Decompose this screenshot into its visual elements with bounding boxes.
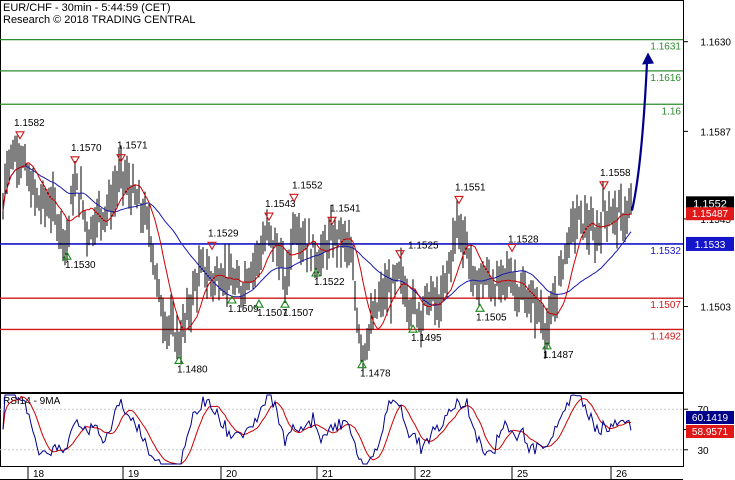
price-annotation-label: 1.1552	[292, 180, 323, 191]
last-price-box	[686, 207, 734, 221]
copyright-text: Research © 2018 TRADING CENTRAL	[3, 14, 196, 26]
support-marker-triangle	[62, 251, 72, 260]
support-marker-triangle	[174, 355, 184, 365]
resistance-marker-triangle	[15, 131, 25, 140]
level-label: 1.1532	[650, 246, 681, 257]
price-annotation-label: 1.1543	[265, 199, 296, 210]
forecast-arrow-line	[630, 62, 649, 211]
level-label: 1.1616	[650, 73, 681, 84]
price-annotation-label: 1.1495	[411, 333, 442, 344]
x-tick-label: 25	[517, 469, 529, 480]
rsi-line	[2, 394, 632, 465]
resistance-marker-triangle	[70, 156, 80, 165]
resistance-marker-triangle	[507, 243, 517, 253]
resistance-marker-triangle	[599, 181, 609, 190]
fast-moving-average-line	[2, 162, 632, 331]
support-marker-triangle	[542, 340, 552, 350]
x-tick-label: 26	[616, 469, 628, 480]
support-marker-triangle	[357, 359, 367, 369]
support-marker-triangle	[475, 303, 485, 312]
x-tick-label: 18	[33, 469, 45, 480]
price-annotation-label: 1.1480	[177, 364, 208, 375]
y-tick-label: 1.1630	[700, 38, 731, 49]
price-annotation-label: 1.1507	[257, 308, 288, 319]
resistance-marker-triangle	[264, 212, 274, 222]
rsi-y-tick-label: 70	[697, 405, 709, 416]
rsi-ma-value-box	[686, 425, 734, 438]
level-label: 1.1631	[650, 42, 681, 53]
price-annotation-label: 1.1571	[117, 141, 148, 152]
x-tick-label: 22	[420, 469, 432, 480]
rsi-value-box	[686, 411, 734, 424]
price-annotation-label: 1.1530	[65, 260, 96, 271]
support-marker-triangle	[280, 299, 290, 308]
y-tick-label: 1.1587	[700, 127, 731, 138]
resistance-marker-triangle	[395, 250, 405, 259]
rsi-panel-frame	[0, 393, 684, 467]
price-annotation-label: 1.1570	[71, 143, 102, 154]
support-marker-triangle	[408, 324, 418, 333]
forecast-arrowhead	[642, 52, 654, 65]
y-tick-label: 1.1503	[700, 303, 731, 314]
resistance-marker-triangle	[454, 195, 464, 205]
price-annotation-label: 1.1509	[228, 304, 259, 315]
resistance-marker-triangle	[327, 216, 337, 226]
price-annotation-label: 1.1529	[208, 228, 239, 239]
rsi-ma-value-label: 58.9571	[692, 427, 729, 438]
rsi-panel-title: RSI14 - 9MA	[3, 396, 61, 407]
resistance-marker-triangle	[116, 154, 126, 163]
price-annotation-label: 1.1505	[476, 312, 507, 323]
slow-moving-average-line	[2, 165, 632, 306]
rsi-y-tick-label: 30	[697, 446, 709, 457]
level-label: 1.16	[662, 106, 682, 117]
price-annotation-label: 1.1525	[408, 241, 439, 252]
rsi-value-label: 60.1419	[692, 413, 729, 424]
level-label: 1.1492	[650, 331, 681, 342]
price-annotation-label: 1.1528	[508, 234, 539, 245]
x-tick-label: 20	[226, 469, 238, 480]
y-tick-label: 1.1545	[700, 215, 731, 226]
support-marker-triangle	[227, 294, 237, 304]
x-tick-label: 21	[322, 469, 334, 480]
price-panel-frame	[0, 0, 684, 393]
price-annotation-label: 1.1541	[330, 203, 361, 214]
price-annotation-label: 1.1507	[283, 308, 314, 319]
price-annotation-label: 1.1478	[360, 369, 391, 380]
price-annotation-label: 1.1522	[314, 277, 345, 288]
chart-title: EUR/CHF - 30min - 5:44:59 (CET)	[3, 2, 171, 14]
pivot-level-label: 1.1533	[695, 240, 726, 251]
support-marker-triangle	[254, 299, 264, 308]
price-bars	[2, 135, 632, 375]
pivot-label-box	[686, 236, 734, 251]
current-price-box	[686, 196, 734, 211]
level-label: 1.1507	[650, 300, 681, 311]
price-annotation-label: 1.1582	[14, 118, 45, 129]
x-tick-label: 19	[128, 469, 140, 480]
resistance-marker-triangle	[289, 193, 299, 203]
price-annotation-label: 1.1558	[600, 168, 631, 179]
last-price-label: 1.15487	[692, 209, 729, 220]
price-annotation-label: 1.1487	[543, 350, 574, 361]
support-marker-triangle	[311, 267, 321, 277]
price-annotation-label: 1.1551	[455, 182, 486, 193]
resistance-marker-triangle	[207, 241, 217, 251]
